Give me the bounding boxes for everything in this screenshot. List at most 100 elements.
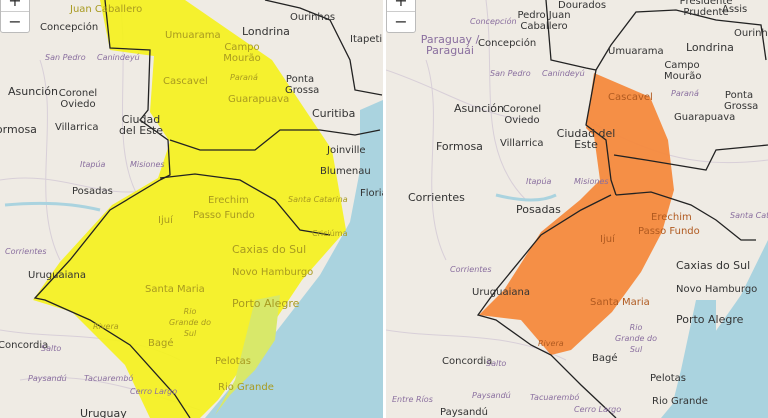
map-label: Canindeyú — [542, 69, 585, 78]
map-label: Passo Fundo — [193, 210, 255, 221]
map-label: Misiones — [574, 177, 609, 186]
map-label: Passo Fundo — [638, 226, 700, 237]
map-label: Campo Mourão — [223, 42, 261, 64]
borders — [476, 0, 768, 418]
map-label: Rio Grande do Sul — [615, 323, 657, 354]
map-label: Umuarama — [165, 30, 221, 41]
map-label: Uruguaiana — [28, 270, 86, 281]
alert-map-right[interactable]: + − Dourados Presidente Prudente Assis P… — [386, 0, 768, 418]
map-label: Asunción — [8, 85, 59, 98]
map-label: Formosa — [0, 123, 37, 136]
map-label: Posadas — [516, 203, 561, 216]
zoom-controls: + − — [386, 0, 416, 33]
map-label: Ponta Grossa — [724, 90, 759, 112]
alert-map-left[interactable]: + − Juan Caballero Concepción Londrina O… — [0, 0, 383, 418]
map-label: Londrina — [686, 41, 734, 54]
map-label: Cascavel — [608, 92, 653, 103]
map-canvas — [386, 0, 768, 418]
map-label: Guarapuava — [674, 112, 736, 123]
map-label: Criciúma — [312, 229, 348, 238]
map-label: Erechim — [208, 195, 249, 206]
map-label: Cerro Largo — [574, 405, 622, 414]
map-label: Paraná — [230, 73, 258, 82]
map-label: Ijuí — [158, 215, 173, 226]
map-label: Itapetini — [350, 34, 383, 45]
map-label: Tacuarembó — [84, 374, 134, 383]
zoom-in-button[interactable]: + — [394, 0, 408, 10]
map-label: Rivera — [538, 339, 564, 348]
zoom-out-button[interactable]: − — [387, 11, 415, 32]
map-label: Pedro Juan Caballero — [517, 10, 571, 32]
zoom-controls: + − — [0, 0, 30, 33]
map-label: Canindeyú — [97, 53, 140, 62]
map-label: Posadas — [72, 186, 113, 197]
map-label: Ciudad del Este — [118, 113, 164, 137]
map-label: Paysandú — [472, 391, 511, 400]
map-label: Ponta Grossa — [285, 74, 320, 96]
ocean — [661, 240, 768, 418]
borders — [33, 0, 383, 418]
map-label: Porto Alegre — [232, 297, 300, 310]
map-label: Santa Maria — [590, 297, 650, 308]
map-label: Assis — [722, 4, 748, 15]
map-label: Formosa — [436, 140, 483, 153]
map-label: Presidente Prudente — [679, 0, 733, 18]
map-label: Guarapuava — [228, 94, 290, 105]
map-label: Itapúa — [80, 160, 106, 169]
river — [4, 201, 101, 212]
map-label: Paysandú — [440, 407, 488, 418]
map-label: Floria — [360, 188, 383, 199]
map-label: Cerro Largo — [130, 387, 178, 396]
map-label: Corrientes — [450, 265, 492, 274]
map-label: Porto Alegre — [676, 313, 744, 326]
map-label: Misiones — [130, 160, 165, 169]
zoom-out-button[interactable]: − — [1, 11, 29, 32]
map-label: Pelotas — [650, 373, 686, 384]
map-label: Uruguay — [80, 407, 127, 418]
map-label: San Pedro — [490, 69, 531, 78]
map-canvas — [0, 0, 383, 418]
lagoa-dos-patos — [215, 295, 280, 415]
map-label: Entre Ríos — [392, 395, 433, 404]
map-label: Campo Mourão — [664, 60, 702, 82]
map-label: Pelotas — [215, 356, 251, 367]
map-label: Caxias do Sul — [676, 259, 751, 272]
map-label: Santa Catarina — [730, 211, 768, 220]
zoom-in-button[interactable]: + — [8, 0, 22, 10]
map-label: Salto — [486, 359, 507, 368]
map-label: Itapúa — [526, 177, 552, 186]
map-label: Londrina — [242, 25, 290, 38]
map-label: Corrientes — [5, 247, 47, 256]
road-lines — [0, 0, 201, 411]
map-label: Joinville — [327, 145, 366, 156]
map-label: Dourados — [558, 0, 607, 11]
map-label: Ijuí — [600, 234, 615, 245]
map-label: Concordia — [0, 340, 49, 351]
map-label: Paysandú — [28, 374, 67, 383]
map-label: Coronel Oviedo — [58, 88, 98, 110]
map-label: Erechim — [651, 212, 692, 223]
map-label: Caxias do Sul — [232, 243, 307, 256]
map-label: Paraguay / Paraguái — [420, 33, 480, 57]
map-label: Ciudad del Este — [556, 127, 616, 151]
map-label: Coronel Oviedo — [502, 104, 542, 126]
map-label: Tacuarembó — [530, 393, 580, 402]
map-label: Uruguaiana — [472, 287, 530, 298]
map-label: Cascavel — [163, 76, 208, 87]
map-label: Concordia — [442, 356, 493, 367]
map-label: Villarrica — [55, 122, 99, 133]
map-label: Villarrica — [500, 138, 544, 149]
map-label: Ourinhos — [290, 12, 336, 23]
map-label: Asunción — [454, 102, 505, 115]
map-label: Rio Grande — [218, 382, 274, 393]
map-label: Bagé — [592, 353, 618, 364]
map-label: Paraná — [671, 89, 699, 98]
map-label: Bagé — [148, 338, 174, 349]
map-label: Salto — [41, 344, 62, 353]
map-label: Ourinhos — [734, 28, 768, 39]
map-label: Juan Caballero — [70, 4, 143, 15]
river — [495, 193, 557, 202]
orange-alert-area — [479, 73, 674, 355]
map-label: Concepción — [478, 38, 537, 49]
ocean — [205, 100, 383, 418]
